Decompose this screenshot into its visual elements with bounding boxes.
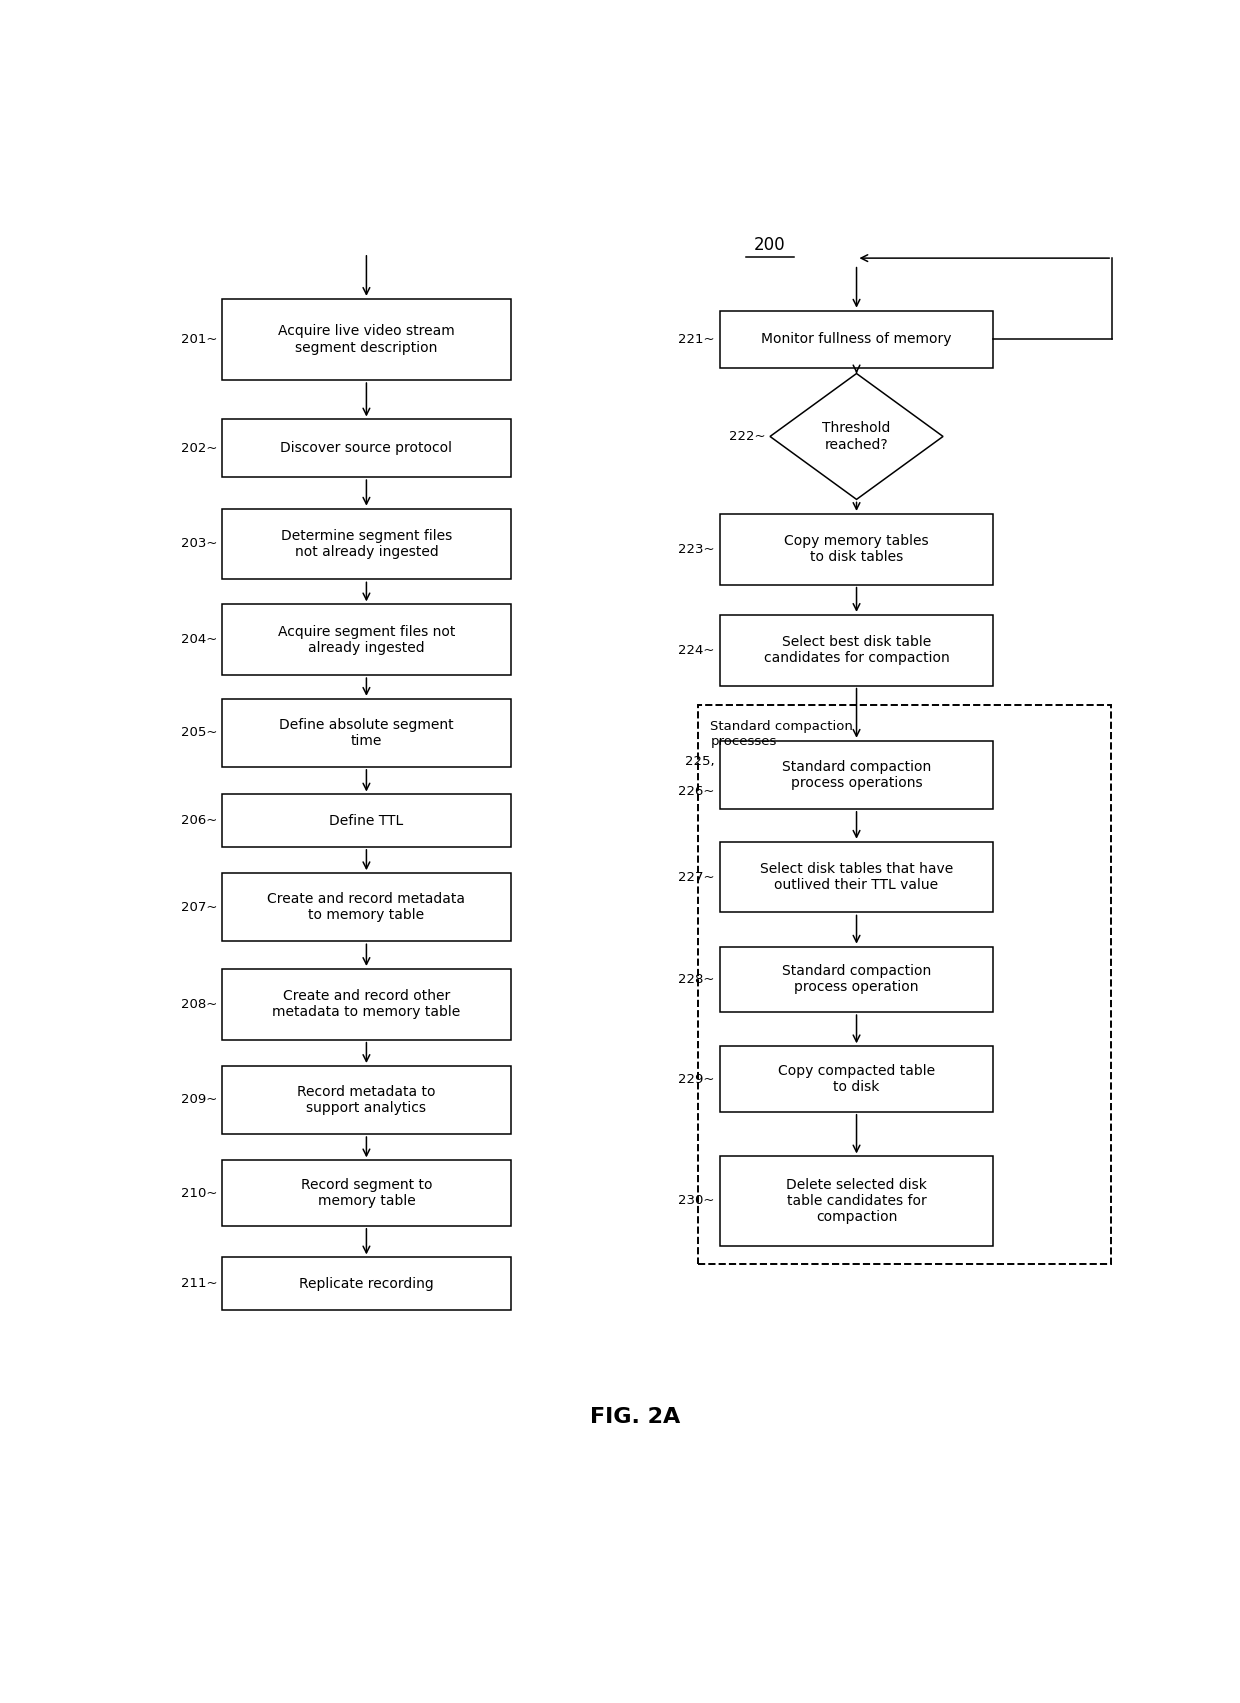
Text: 209~: 209~ [181, 1093, 217, 1107]
Text: 202~: 202~ [181, 441, 217, 455]
Text: Monitor fullness of memory: Monitor fullness of memory [761, 332, 952, 346]
Text: 203~: 203~ [181, 538, 217, 550]
Text: Record metadata to
support analytics: Record metadata to support analytics [298, 1085, 435, 1115]
Text: Record segment to
memory table: Record segment to memory table [300, 1178, 433, 1207]
Text: 204~: 204~ [181, 634, 217, 645]
FancyBboxPatch shape [222, 1257, 511, 1310]
FancyBboxPatch shape [719, 1156, 993, 1245]
Text: 207~: 207~ [181, 901, 217, 915]
Text: Define TTL: Define TTL [330, 814, 403, 828]
Text: 227~: 227~ [678, 870, 714, 884]
Text: Acquire live video stream
segment description: Acquire live video stream segment descri… [278, 324, 455, 354]
FancyBboxPatch shape [222, 698, 511, 766]
Text: 200: 200 [754, 237, 786, 254]
FancyBboxPatch shape [222, 298, 511, 380]
FancyBboxPatch shape [719, 841, 993, 913]
Text: Delete selected disk
table candidates for
compaction: Delete selected disk table candidates fo… [786, 1178, 928, 1224]
FancyBboxPatch shape [719, 947, 993, 1012]
Text: Determine segment files
not already ingested: Determine segment files not already inge… [280, 530, 453, 559]
Text: 208~: 208~ [181, 998, 217, 1012]
Text: 221~: 221~ [678, 332, 714, 346]
Text: FIG. 2A: FIG. 2A [590, 1407, 681, 1427]
FancyBboxPatch shape [222, 1066, 511, 1134]
Text: 226~: 226~ [678, 785, 714, 799]
Text: 229~: 229~ [678, 1073, 714, 1085]
Text: Acquire segment files not
already ingested: Acquire segment files not already ingest… [278, 625, 455, 656]
Text: 230~: 230~ [678, 1194, 714, 1207]
FancyBboxPatch shape [719, 1046, 993, 1112]
Text: Threshold
reached?: Threshold reached? [822, 421, 890, 451]
Text: Standard compaction
process operation: Standard compaction process operation [782, 964, 931, 995]
Text: Standard compaction
processes: Standard compaction processes [711, 720, 853, 748]
Text: 211~: 211~ [181, 1277, 217, 1291]
FancyBboxPatch shape [719, 310, 993, 368]
Text: Select best disk table
candidates for compaction: Select best disk table candidates for co… [764, 635, 950, 666]
Text: 206~: 206~ [181, 814, 217, 828]
Text: Select disk tables that have
outlived their TTL value: Select disk tables that have outlived th… [760, 862, 954, 892]
Text: Replicate recording: Replicate recording [299, 1277, 434, 1291]
FancyBboxPatch shape [222, 1160, 511, 1226]
Text: 201~: 201~ [181, 332, 217, 346]
Text: Discover source protocol: Discover source protocol [280, 441, 453, 455]
FancyBboxPatch shape [222, 794, 511, 846]
FancyBboxPatch shape [222, 509, 511, 579]
Text: Define absolute segment
time: Define absolute segment time [279, 717, 454, 748]
Text: Create and record metadata
to memory table: Create and record metadata to memory tab… [268, 892, 465, 923]
Text: Standard compaction
process operations: Standard compaction process operations [782, 760, 931, 790]
FancyBboxPatch shape [719, 741, 993, 809]
Text: 222~: 222~ [729, 429, 765, 443]
FancyBboxPatch shape [719, 615, 993, 686]
Text: 224~: 224~ [678, 644, 714, 657]
Polygon shape [770, 373, 942, 499]
FancyBboxPatch shape [222, 969, 511, 1039]
FancyBboxPatch shape [222, 605, 511, 674]
Text: 210~: 210~ [181, 1187, 217, 1199]
Text: 223~: 223~ [678, 543, 714, 555]
Text: 228~: 228~ [678, 972, 714, 986]
FancyBboxPatch shape [222, 874, 511, 942]
Text: Copy compacted table
to disk: Copy compacted table to disk [777, 1064, 935, 1093]
Text: 225,: 225, [686, 754, 714, 768]
FancyBboxPatch shape [719, 514, 993, 584]
FancyBboxPatch shape [222, 419, 511, 477]
Text: 205~: 205~ [181, 725, 217, 739]
Text: Copy memory tables
to disk tables: Copy memory tables to disk tables [784, 535, 929, 564]
Text: Create and record other
metadata to memory table: Create and record other metadata to memo… [273, 989, 460, 1020]
